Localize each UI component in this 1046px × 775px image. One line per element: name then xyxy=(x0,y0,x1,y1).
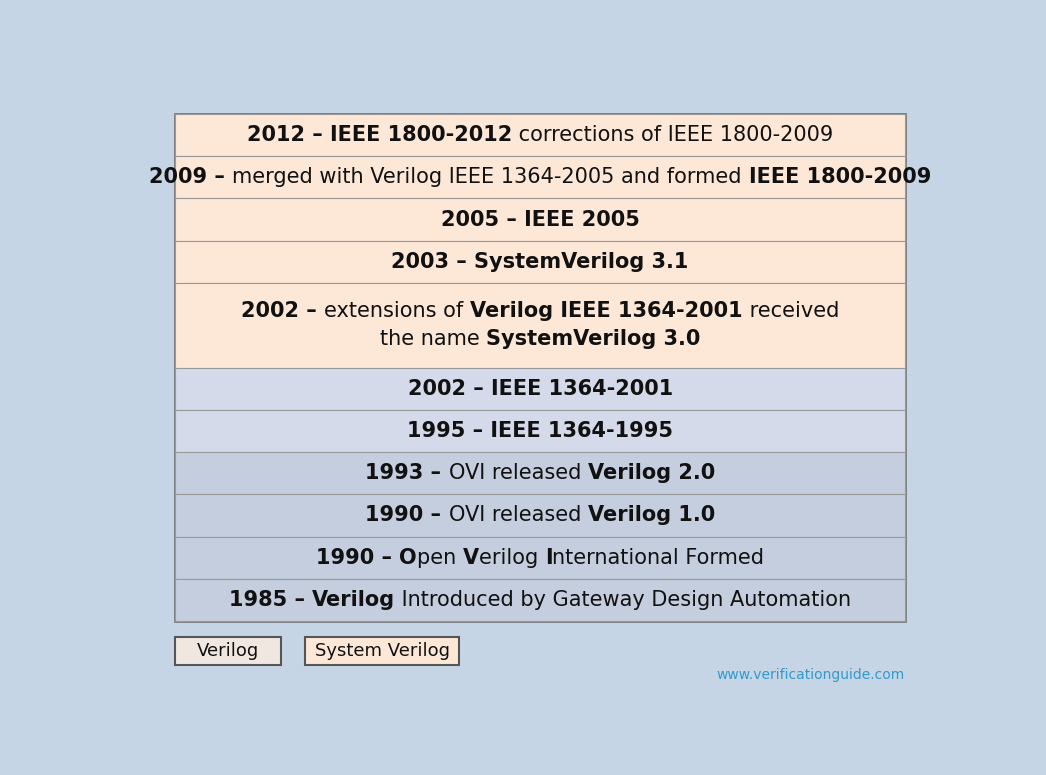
Text: www.verificationguide.com: www.verificationguide.com xyxy=(717,668,905,682)
FancyBboxPatch shape xyxy=(176,114,905,621)
Text: V: V xyxy=(462,548,479,568)
FancyBboxPatch shape xyxy=(176,241,905,283)
FancyBboxPatch shape xyxy=(176,198,905,241)
Text: 2002 –: 2002 – xyxy=(242,301,324,321)
Text: System Verilog: System Verilog xyxy=(315,642,450,660)
Text: O: O xyxy=(400,548,416,568)
Text: 1985 –: 1985 – xyxy=(229,590,312,610)
FancyBboxPatch shape xyxy=(305,636,459,665)
FancyBboxPatch shape xyxy=(176,410,905,452)
FancyBboxPatch shape xyxy=(176,452,905,494)
Text: 1990 –: 1990 – xyxy=(316,548,400,568)
FancyBboxPatch shape xyxy=(176,536,905,579)
Text: erilog: erilog xyxy=(479,548,545,568)
Text: Verilog: Verilog xyxy=(312,590,395,610)
Text: 1995 – IEEE 1364-1995: 1995 – IEEE 1364-1995 xyxy=(407,421,674,441)
Text: SystemVerilog 3.0: SystemVerilog 3.0 xyxy=(486,329,701,350)
Text: Verilog 2.0: Verilog 2.0 xyxy=(588,463,714,483)
Text: merged with Verilog IEEE 1364-2005 and formed: merged with Verilog IEEE 1364-2005 and f… xyxy=(232,167,749,188)
Text: Verilog 1.0: Verilog 1.0 xyxy=(588,505,714,525)
FancyBboxPatch shape xyxy=(176,494,905,536)
Text: OVI released: OVI released xyxy=(449,505,588,525)
FancyBboxPatch shape xyxy=(176,283,905,367)
Text: 2003 – SystemVerilog 3.1: 2003 – SystemVerilog 3.1 xyxy=(391,252,689,272)
FancyBboxPatch shape xyxy=(176,636,280,665)
Text: 1990 –: 1990 – xyxy=(365,505,449,525)
Text: OVI released: OVI released xyxy=(449,463,588,483)
Text: nternational Formed: nternational Formed xyxy=(552,548,765,568)
Text: corrections of IEEE 1800-2009: corrections of IEEE 1800-2009 xyxy=(513,125,834,145)
FancyBboxPatch shape xyxy=(176,114,905,156)
Text: 2012 –: 2012 – xyxy=(247,125,329,145)
Text: extensions of: extensions of xyxy=(324,301,470,321)
FancyBboxPatch shape xyxy=(176,156,905,198)
Text: IEEE 1800-2009: IEEE 1800-2009 xyxy=(749,167,931,188)
Text: I: I xyxy=(545,548,552,568)
Text: received: received xyxy=(743,301,839,321)
Text: 2005 – IEEE 2005: 2005 – IEEE 2005 xyxy=(440,209,639,229)
Text: 1993 –: 1993 – xyxy=(365,463,449,483)
Text: IEEE 1800-2012: IEEE 1800-2012 xyxy=(329,125,513,145)
FancyBboxPatch shape xyxy=(176,367,905,410)
Text: the name: the name xyxy=(380,329,486,350)
Text: 2009 –: 2009 – xyxy=(150,167,232,188)
Text: pen: pen xyxy=(416,548,462,568)
Text: Verilog: Verilog xyxy=(197,642,259,660)
FancyBboxPatch shape xyxy=(176,579,905,621)
Text: 2002 – IEEE 1364-2001: 2002 – IEEE 1364-2001 xyxy=(408,379,673,398)
Text: Verilog IEEE 1364-2001: Verilog IEEE 1364-2001 xyxy=(470,301,743,321)
Text: Introduced by Gateway Design Automation: Introduced by Gateway Design Automation xyxy=(395,590,851,610)
